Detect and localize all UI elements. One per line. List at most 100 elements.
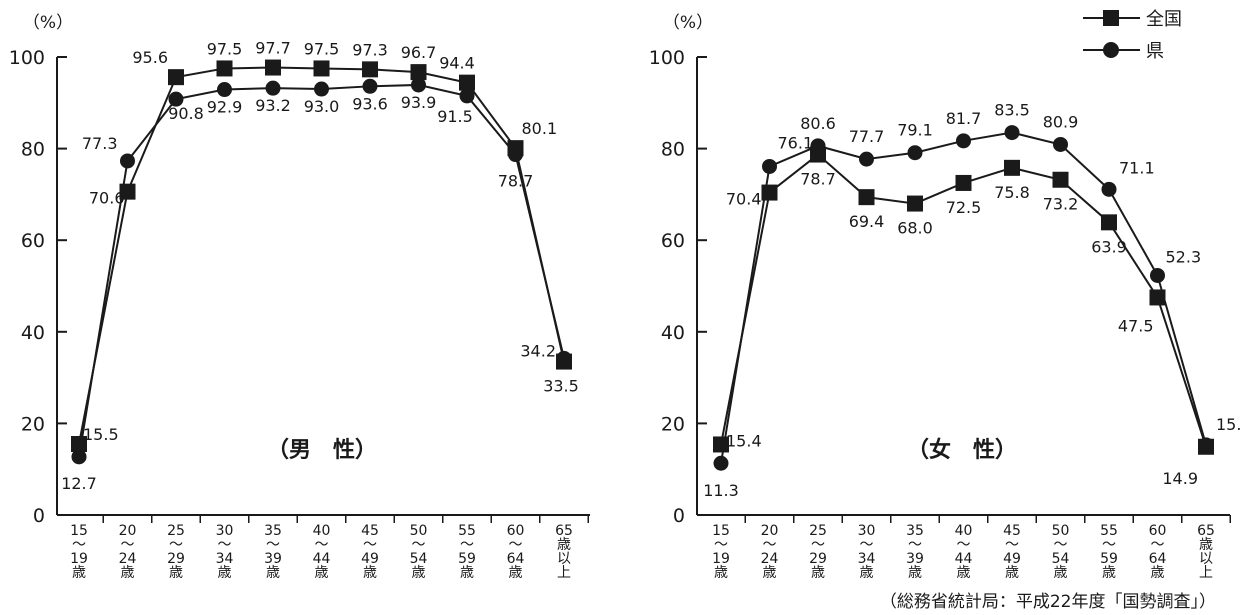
male-category-label-9-part-1: 〜 xyxy=(509,537,523,553)
female-category-label-9-part-0: 60 xyxy=(1149,523,1167,539)
male-national-data-label-7: 96.7 xyxy=(401,43,437,62)
female-category-label-9: 60 〜 64 歳 xyxy=(1149,523,1167,581)
male-category-label-3: 30 〜 34 歳 xyxy=(216,523,234,581)
female-category-label-9-part-1: 〜 xyxy=(1151,537,1165,553)
female-national-data-label-8: 63.9 xyxy=(1091,237,1127,256)
female-national-data-label-2: 78.7 xyxy=(800,170,836,189)
female-category-label-10-part-0: 65 xyxy=(1197,523,1215,539)
female-prefecture-data-label-9: 52.3 xyxy=(1166,247,1202,266)
male-category-label-1-part-1: 〜 xyxy=(121,537,135,553)
male-y-tick-label-100: 100 xyxy=(9,47,45,69)
female-category-label-0: 15 〜 19 歳 xyxy=(712,523,730,581)
female-prefecture-point-4 xyxy=(907,145,923,161)
male-category-label-2-part-1: 〜 xyxy=(169,537,183,553)
male-national-data-label-2: 95.6 xyxy=(132,48,168,67)
female-category-label-5-part-1: 〜 xyxy=(957,537,971,553)
male-category-label-8: 55 〜 59 歳 xyxy=(458,523,476,581)
female-y-tick-label-60: 60 xyxy=(661,230,685,252)
female-category-label-2-part-0: 25 xyxy=(809,523,827,539)
female-category-label-3: 30 〜 34 歳 xyxy=(858,523,876,581)
female-category-label-6-part-1: 〜 xyxy=(1005,537,1019,553)
female-category-label-10-part-3: 上 xyxy=(1199,565,1213,581)
female-prefecture-point-7 xyxy=(1053,136,1068,152)
female-category-label-0-part-2: 19 xyxy=(712,551,730,567)
female-national-point-7 xyxy=(1052,171,1069,188)
male-category-label-10: 65 歳以上 xyxy=(555,523,573,581)
female-prefecture-data-label-2: 80.6 xyxy=(800,114,836,133)
male-national-point-3 xyxy=(216,60,233,77)
male-prefecture-point-3 xyxy=(217,82,232,98)
male-category-label-7-part-0: 50 xyxy=(410,523,428,539)
female-national-point-8 xyxy=(1101,214,1117,231)
female-prefecture-data-label-1: 76.1 xyxy=(778,133,814,152)
female-category-label-1: 20 〜 24 歳 xyxy=(761,523,779,581)
legend-item-prefecture: 県 xyxy=(1083,41,1164,62)
male-category-label-0-part-0: 15 xyxy=(70,523,88,539)
male-category-label-4-part-3: 歳 xyxy=(266,565,280,581)
male-category-label-5-part-0: 40 xyxy=(313,523,331,539)
female-national-point-4 xyxy=(907,195,923,212)
male-category-label-2-part-3: 歳 xyxy=(169,565,183,581)
female-prefecture-data-label-3: 77.7 xyxy=(849,127,885,146)
female-category-label-0-part-0: 15 xyxy=(712,523,730,539)
female-category-label-8-part-1: 〜 xyxy=(1102,537,1116,553)
male-prefecture-point-1 xyxy=(120,153,135,169)
male-category-label-1-part-3: 歳 xyxy=(121,565,135,581)
female-prefecture-point-9 xyxy=(1150,267,1165,283)
female-national-point-3 xyxy=(858,189,875,206)
female-category-label-4-part-2: 39 xyxy=(906,551,924,567)
male-category-label-7-part-2: 54 xyxy=(410,551,428,567)
female-category-label-3-part-3: 歳 xyxy=(860,565,874,581)
female-category-label-2: 25 〜 29 歳 xyxy=(809,523,827,581)
female-category-label-7-part-1: 〜 xyxy=(1054,537,1068,553)
female-prefecture-data-label-10: 15.3 xyxy=(1216,415,1242,434)
female-national-data-label-4: 68.0 xyxy=(897,219,933,238)
male-category-label-9: 60 〜 64 歳 xyxy=(507,523,525,581)
female-prefecture-point-3 xyxy=(859,151,874,167)
male-category-label-7: 50 〜 54 歳 xyxy=(410,523,428,581)
female-category-label-2-part-3: 歳 xyxy=(811,565,825,581)
female-panel-title: （女 性） xyxy=(907,437,1017,463)
male-prefecture-point-8 xyxy=(459,88,475,104)
male-national-point-7 xyxy=(410,64,427,81)
female-category-label-1-part-2: 24 xyxy=(761,551,779,567)
female-category-label-5: 40 〜 44 歳 xyxy=(955,523,973,581)
female-y-tick-label-100: 100 xyxy=(649,47,685,69)
male-prefecture-point-2 xyxy=(168,91,184,107)
male-category-label-0-part-2: 19 xyxy=(70,551,88,567)
female-national-point-1 xyxy=(761,184,778,201)
female-category-label-7-part-2: 54 xyxy=(1052,551,1070,567)
female-category-label-1-part-0: 20 xyxy=(761,523,779,539)
female-prefecture-point-6 xyxy=(1004,125,1020,141)
female-category-label-2-part-2: 29 xyxy=(809,551,827,567)
male-category-label-9-part-3: 歳 xyxy=(509,565,523,581)
male-national-data-label-9: 80.1 xyxy=(522,119,558,138)
source-note: （総務省統計局：平成22年度「国勢調査」） xyxy=(880,592,1216,612)
female-category-label-8-part-0: 55 xyxy=(1100,523,1118,539)
male-category-label-10-part-0: 65 xyxy=(555,523,573,539)
male-y-tick-label-20: 20 xyxy=(21,413,45,435)
male-category-label-10-part-2: 以 xyxy=(557,551,571,567)
male-category-label-4-part-1: 〜 xyxy=(266,537,280,553)
male-category-label-10-part-1: 歳 xyxy=(557,537,571,553)
female-prefecture-point-1 xyxy=(762,158,777,174)
legend: 全国 県 xyxy=(1083,9,1182,62)
male-category-label-6-part-0: 45 xyxy=(361,523,379,539)
male-national-point-0 xyxy=(71,436,87,453)
male-prefecture-point-6 xyxy=(362,78,378,94)
male-category-label-10-part-3: 上 xyxy=(557,565,571,581)
male-national-data-label-8: 94.4 xyxy=(439,54,475,73)
female-category-label-6-part-2: 49 xyxy=(1003,551,1021,567)
female-category-label-3-part-1: 〜 xyxy=(860,537,874,553)
male-y-tick-label-0: 0 xyxy=(33,505,45,527)
female-category-label-7: 50 〜 54 歳 xyxy=(1052,523,1070,581)
male-category-label-5: 40 〜 44 歳 xyxy=(313,523,331,581)
male-national-point-9 xyxy=(507,140,524,157)
square-icon xyxy=(1103,10,1119,26)
female-y-tick-label-80: 80 xyxy=(661,139,685,161)
female-prefecture-data-label-0: 11.3 xyxy=(703,481,739,500)
female-category-label-0-part-1: 〜 xyxy=(714,537,728,553)
female-unit-label: （%） xyxy=(663,13,713,33)
